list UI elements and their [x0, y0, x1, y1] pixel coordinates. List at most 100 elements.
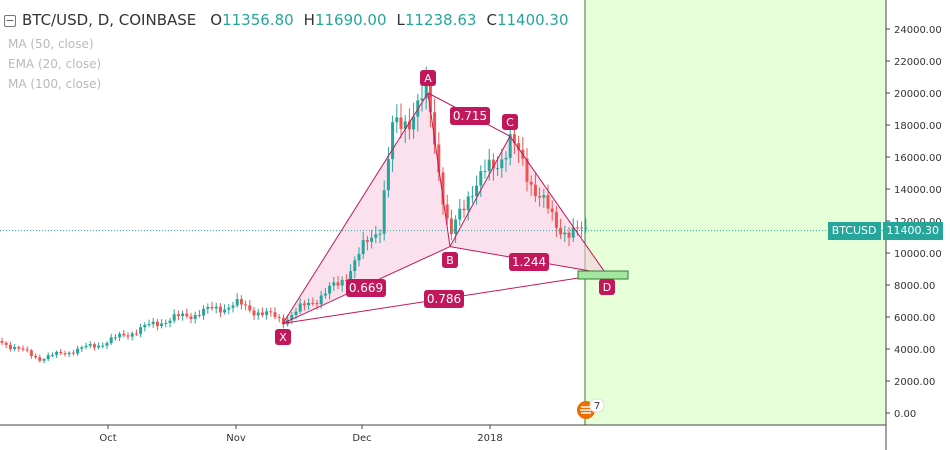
candle-body [214, 306, 218, 309]
open-label: O [210, 11, 223, 29]
pattern-line-xa [282, 92, 429, 324]
candle-body [315, 303, 319, 305]
tradingview-badge-icon[interactable]: 7 [576, 398, 606, 420]
indicator-ema-20[interactable]: EMA (20, close) [8, 57, 102, 71]
candle-body [428, 81, 432, 113]
candle-body [273, 312, 277, 318]
candle-body [231, 305, 235, 308]
close-label: C [486, 11, 497, 29]
candle-body [433, 112, 437, 145]
candle-body [357, 253, 361, 261]
x-tick-label: Dec [352, 433, 371, 444]
y-tick-label: 10000.00 [894, 249, 942, 260]
candle-body [349, 271, 353, 281]
pattern-point-badge [420, 70, 436, 86]
candle-body [50, 354, 54, 356]
candle-body [71, 352, 75, 354]
candle-body [517, 143, 521, 150]
candle-body [328, 285, 332, 294]
close-value: 11400.30 [496, 11, 569, 29]
pattern-line-bc [449, 135, 511, 247]
candle-body [21, 348, 25, 350]
pattern-point-label: A [424, 72, 432, 85]
candle-body [332, 282, 336, 286]
candle-body [248, 305, 252, 311]
candle-body [533, 184, 537, 197]
candle-body [109, 337, 113, 344]
price-tag-value: 11400.30 [882, 222, 943, 240]
pattern-point-label: B [446, 254, 454, 267]
y-tick-label: 0.00 [894, 409, 916, 420]
candle-body [567, 232, 571, 238]
candle-body [269, 311, 273, 313]
candle-body [176, 314, 180, 317]
symbol-title[interactable]: BTC/USD, D, COINBASE [22, 11, 197, 29]
candle-body [554, 212, 558, 228]
candle-body [239, 299, 243, 305]
candle-body [508, 134, 512, 158]
candle-body [46, 355, 50, 360]
candle-body [370, 237, 374, 242]
candle-body [252, 310, 256, 316]
candle-body [122, 333, 126, 336]
candle-body [584, 227, 588, 229]
pattern-point-label: X [279, 331, 287, 344]
candle-body [391, 122, 395, 160]
candle-body [470, 196, 474, 198]
candle-body [185, 313, 189, 317]
candle-body [323, 293, 327, 296]
y-tick-label: 24000.00 [894, 25, 942, 36]
y-tick-label: 22000.00 [894, 57, 942, 68]
candle-body [559, 227, 563, 235]
candle-body [479, 171, 483, 186]
candle-body [420, 98, 424, 101]
candle-body [395, 117, 399, 123]
y-tick-label: 18000.00 [894, 121, 942, 132]
indicator-ma-100[interactable]: MA (100, close) [8, 77, 102, 91]
candle-body [118, 333, 122, 338]
ratio-label: 0.715 [453, 109, 487, 123]
candle-body [542, 195, 546, 198]
candle-body [454, 219, 458, 234]
indicator-ma-50[interactable]: MA (50, close) [8, 37, 94, 51]
candle-body [227, 307, 231, 310]
candle-body [105, 343, 109, 346]
candle-body [76, 348, 80, 354]
candle-body [386, 159, 390, 191]
candle-body [130, 333, 134, 337]
candle-body [67, 352, 71, 355]
candle-body [8, 344, 12, 350]
candle-body [63, 353, 67, 355]
ratio-badge [424, 290, 464, 308]
candle-body [475, 185, 479, 197]
ratio-badge [509, 253, 549, 271]
candle-body [151, 321, 155, 325]
collapse-legend-button[interactable]: − [4, 13, 16, 27]
candle-body [445, 204, 449, 219]
candle-body [365, 240, 369, 242]
candle-body [571, 227, 575, 238]
candle-body [34, 355, 38, 358]
candle-body [84, 345, 88, 348]
candle-body [294, 311, 298, 315]
y-tick-label: 16000.00 [894, 153, 942, 164]
candle-body [449, 218, 453, 234]
future-zone [585, 0, 886, 425]
candle-body [437, 144, 441, 173]
candle-body [181, 313, 185, 317]
high-label: H [303, 11, 315, 29]
pattern-line-cd [509, 135, 607, 275]
y-tick-label: 14000.00 [894, 185, 942, 196]
ohlc-values: O11356.80 H11690.00 L11238.63 C11400.30 [210, 11, 568, 29]
pattern-point-label: D [603, 281, 611, 294]
last-price-tag: BTCUSD 11400.30 [827, 222, 943, 240]
ratio-badge [346, 279, 386, 297]
candle-body [302, 303, 306, 306]
y-tick-label: 6000.00 [894, 313, 935, 324]
candle-body [407, 121, 411, 130]
candle-body [412, 116, 416, 130]
candle-body [197, 314, 201, 316]
candle-body [277, 317, 281, 319]
candle-body [0, 341, 4, 343]
